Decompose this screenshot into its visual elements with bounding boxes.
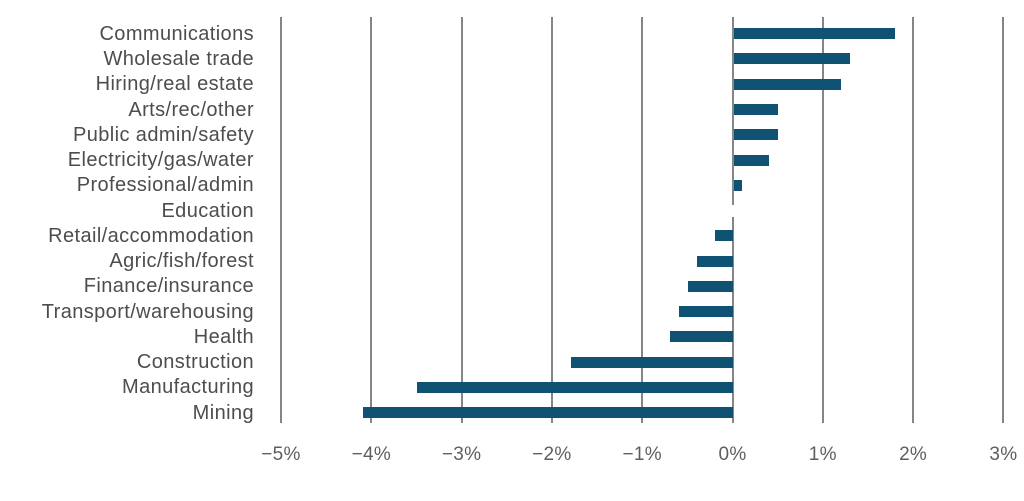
x-tick-label: −4% (351, 444, 392, 465)
x-tick-label: −1% (622, 444, 662, 465)
category-label: Wholesale trade (103, 47, 254, 70)
category-label: Retail/accommodation (48, 224, 254, 247)
gridline-−4pct (370, 17, 373, 423)
bar (734, 179, 742, 191)
bar (734, 154, 769, 166)
bar (734, 53, 850, 65)
bar (715, 230, 734, 242)
category-label: Agric/fish/forest (109, 250, 254, 273)
bar (363, 407, 734, 419)
bar (734, 28, 896, 40)
bar (679, 306, 734, 318)
category-label: Health (193, 325, 254, 348)
category-label: Manufacturing (122, 376, 254, 399)
gridline-−1pct (641, 17, 644, 423)
category-label: Public admin/safety (72, 123, 254, 146)
category-label: Communications (99, 22, 254, 45)
x-tick-label: −3% (441, 444, 482, 465)
zero-value-marker (728, 204, 737, 217)
gridline-−5pct (280, 17, 282, 423)
x-tick-label: 0% (718, 444, 747, 465)
category-label: Education (161, 199, 254, 222)
bar (697, 255, 734, 267)
bar (688, 280, 734, 292)
gridline-0pct (731, 17, 734, 423)
gridline-−3pct (460, 17, 463, 423)
bar (670, 331, 734, 343)
bar (734, 129, 778, 141)
category-label: Mining (192, 401, 254, 424)
category-label: Transport/warehousing (41, 300, 254, 323)
gridline-3pct (1002, 17, 1005, 423)
x-tick-label: 3% (989, 444, 1018, 465)
x-tick-label: −5% (261, 444, 301, 465)
category-label: Hiring/real estate (95, 73, 254, 96)
bar (570, 356, 734, 368)
category-label: Electricity/gas/water (67, 149, 254, 172)
gridline-1pct (821, 17, 824, 423)
gridline-−2pct (550, 17, 553, 423)
bar (734, 104, 778, 115)
x-tick-label: 1% (808, 444, 837, 465)
gridline-2pct (912, 17, 915, 423)
x-tick-label: −2% (532, 444, 572, 465)
category-label: Professional/admin (76, 174, 254, 197)
bar (734, 78, 841, 90)
category-label: Construction (136, 351, 254, 374)
x-tick-label: 2% (899, 444, 928, 465)
category-label: Arts/rec/other (128, 98, 254, 121)
category-label: Finance/insurance (83, 275, 254, 298)
bar (417, 381, 734, 393)
